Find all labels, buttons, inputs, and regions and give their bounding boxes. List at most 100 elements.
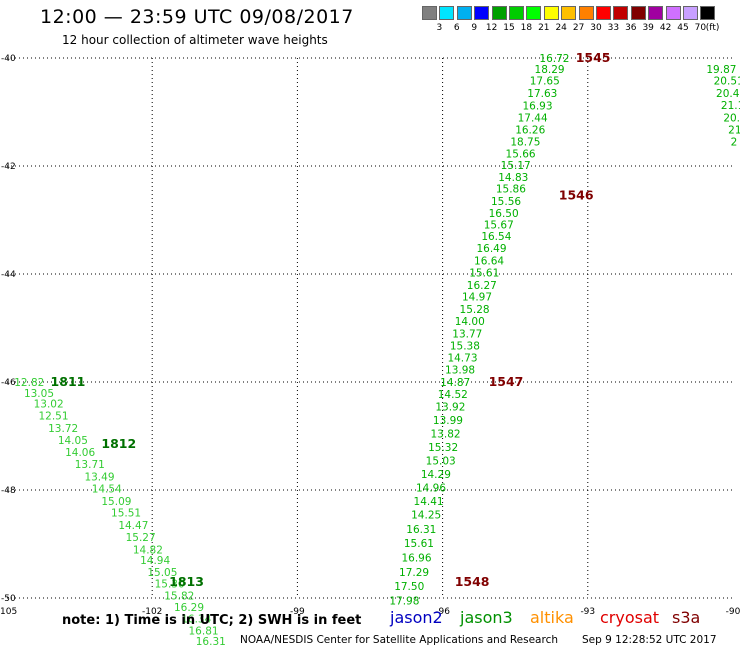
color-swatch: [509, 6, 524, 20]
wave-height-value: 17.63: [527, 88, 557, 100]
timestamp: Sep 9 12:28:52 UTC 2017: [582, 634, 717, 646]
wave-height-value: 21.1: [721, 100, 740, 112]
wave-height-value: 14.96: [416, 482, 446, 494]
wave-height-value: 16.54: [481, 231, 511, 243]
color-scale-label: 12: [485, 23, 498, 33]
satellite-cryosat: cryosat: [600, 608, 660, 627]
wave-height-value: 14.97: [462, 292, 492, 304]
color-scale-label: 18: [520, 23, 533, 33]
wave-height-value: 15.82: [164, 590, 194, 602]
wave-height-value: 16.26: [515, 124, 545, 136]
color-swatch: [422, 6, 437, 20]
wave-height-value: 16.49: [476, 243, 506, 255]
wave-height-value: 13.77: [452, 328, 482, 340]
color-scale-unit: (ft): [705, 23, 720, 33]
wave-height-value: 14.83: [498, 172, 528, 184]
wave-height-value: 15.38: [450, 340, 480, 352]
wave-height-value: 16.81: [189, 625, 219, 637]
color-scale-label: 6: [453, 23, 460, 33]
x-tick-label: -105: [0, 607, 17, 617]
color-swatch: [491, 6, 507, 20]
color-scale-label: 3: [436, 23, 443, 33]
wave-height-value: 15.61: [469, 267, 499, 279]
color-scale-label: 36: [625, 23, 637, 33]
color-swatch: [561, 6, 577, 20]
color-scale-label: 27: [572, 23, 585, 33]
color-swatch: [543, 6, 559, 20]
wave-height-value: 16.29: [174, 602, 204, 614]
wave-height-value: 14.41: [414, 496, 444, 508]
color-scale-label: 33: [607, 23, 620, 33]
wave-height-value: 16.93: [522, 101, 552, 113]
wave-height-value: 14.52: [438, 389, 468, 401]
wave-height-value: 2: [731, 137, 738, 149]
wave-height-value: 15.30: [155, 578, 185, 590]
wave-height-value: 16.31: [196, 636, 226, 648]
y-tick-label: -44: [1, 270, 16, 280]
x-tick-label: -99: [290, 607, 305, 617]
wave-height-value: 20.4: [716, 88, 740, 100]
satellite-jason3: jason3: [460, 608, 513, 627]
wave-height-value: 12.82: [14, 377, 44, 389]
x-tick-label: -90: [726, 607, 740, 617]
color-scale-label: 30: [590, 23, 602, 33]
credit-text: NOAA/NESDIS Center for Satellite Applica…: [240, 634, 558, 646]
wave-height-value: 18.75: [510, 137, 540, 149]
wave-height-value: 12.51: [38, 410, 68, 422]
wave-height-value: 14.73: [447, 353, 477, 365]
wave-height-value: 13.02: [34, 399, 64, 411]
wave-height-value: 15.05: [147, 567, 177, 579]
pass-time-label: 1811: [51, 374, 86, 389]
pass-time-label: 1812: [101, 436, 136, 451]
y-tick-label: -50: [1, 594, 16, 604]
wave-height-value: 13.99: [433, 415, 463, 427]
wave-height-value: 16.72: [539, 53, 569, 65]
satellite-s3a: s3a: [672, 608, 701, 627]
wave-height-value: 13.98: [445, 365, 475, 377]
wave-height-value: 17.65: [530, 76, 560, 88]
color-swatch: [439, 6, 455, 20]
wave-height-value: 17.50: [394, 581, 424, 593]
wave-height-value: 15.28: [460, 304, 490, 316]
wave-height-value: 14.29: [421, 469, 451, 481]
wave-height-value: 14.54: [92, 483, 122, 495]
wave-height-value: 14.87: [440, 377, 470, 389]
wave-height-value: 21: [728, 124, 740, 136]
color-swatch: [474, 6, 490, 20]
wave-height-value: 14.94: [140, 555, 170, 567]
wave-height-value: 13.71: [75, 459, 105, 471]
chart-title: 12:00 — 23:59 UTC 09/08/2017: [40, 6, 354, 28]
color-swatch: [648, 6, 664, 20]
color-swatch: [665, 6, 681, 20]
color-swatch: [630, 6, 646, 20]
wave-height-value: 14.00: [455, 316, 485, 328]
wave-height-value: 14.47: [118, 520, 148, 532]
wave-height-value: 14.25: [411, 509, 441, 521]
footer-note: note: 1) Time is in UTC; 2) SWH is in fe…: [62, 613, 362, 628]
color-scale-label: 70: [694, 23, 707, 33]
wave-height-value: 15.66: [506, 149, 536, 161]
wave-height-value: 15.17: [501, 160, 531, 172]
color-scale-label: 15: [503, 23, 515, 33]
wave-height-value: 16.50: [489, 208, 519, 220]
wave-height-value: 15.32: [428, 442, 458, 454]
wave-height-value: 16.64: [474, 256, 504, 268]
x-tick-label: -96: [435, 607, 450, 617]
wave-height-value: 15.67: [484, 219, 514, 231]
color-swatch: [456, 6, 472, 20]
wave-height-value: 18.29: [535, 64, 565, 76]
wave-height-value: 20.: [723, 112, 740, 124]
color-scale-label: 9: [471, 23, 478, 33]
y-tick-label: -46: [1, 378, 16, 388]
color-swatch: [683, 6, 698, 20]
x-tick-label: -102: [142, 607, 162, 617]
wave-height-value: 13.82: [431, 428, 461, 440]
satellite-altika: altika: [530, 608, 574, 627]
satellite-jason2: jason2: [390, 608, 443, 627]
chart-subtitle: 12 hour collection of altimeter wave hei…: [62, 33, 328, 47]
color-swatch: [700, 6, 716, 20]
color-swatch: [613, 6, 629, 20]
color-swatch: [526, 6, 542, 20]
color-scale-label: 21: [538, 23, 550, 33]
pass-time-label: 1548: [455, 574, 490, 589]
